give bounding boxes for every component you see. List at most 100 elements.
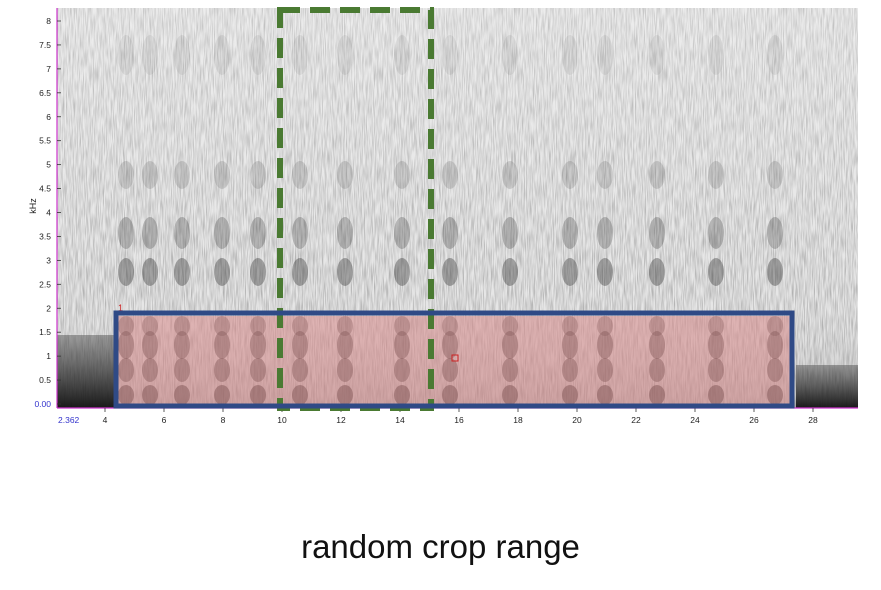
y-tick-label: 2.5 — [39, 279, 51, 289]
selection-handle[interactable] — [451, 354, 459, 362]
harmonic-blob — [174, 258, 190, 286]
harmonic-blob — [250, 161, 266, 189]
harmonic-blob — [442, 35, 458, 75]
harmonic-blob — [142, 161, 158, 189]
y-tick-label: 5.5 — [39, 136, 51, 146]
harmonic-blob — [597, 35, 613, 75]
y-tick-label: 3 — [46, 255, 51, 265]
harmonic-blob — [214, 258, 230, 286]
harmonic-blob — [562, 258, 578, 286]
y-tick-label: 0.00 — [34, 399, 51, 409]
harmonic-blob — [767, 217, 783, 249]
analysis-window-box — [277, 7, 434, 411]
y-tick-label: 2 — [46, 303, 51, 313]
y-tick-label: 6.5 — [39, 88, 51, 98]
harmonic-blob — [562, 161, 578, 189]
harmonic-blob — [337, 35, 353, 75]
harmonic-blob — [118, 217, 134, 249]
harmonic-blob — [442, 161, 458, 189]
harmonic-blob — [649, 258, 665, 286]
spectrogram-svg: 1 8 7.5 7 6.5 6 5.5 5 4.5 4 3.5 3 2.5 2 1.5 1 0.5 0.00 4… — [28, 7, 858, 425]
y-tick-label: 4 — [46, 208, 51, 218]
x-tick-label: 26 — [749, 415, 759, 425]
selection-highlight — [118, 316, 792, 404]
x-tick-label: 8 — [221, 415, 226, 425]
x-tick-label: 16 — [454, 415, 464, 425]
y-tick-label: 7.5 — [39, 40, 51, 50]
x-tick-label: 24 — [690, 415, 700, 425]
harmonic-blob — [337, 258, 353, 286]
harmonic-blob — [394, 161, 410, 189]
x-tick-label: 18 — [513, 415, 523, 425]
harmonic-blob — [250, 258, 266, 286]
x-tick-label: 14 — [395, 415, 405, 425]
harmonic-blob — [442, 258, 458, 286]
harmonic-blob — [214, 161, 230, 189]
x-axis-ticks: 4 6 8 10 12 14 16 18 20 22 24 26 28 — [103, 408, 818, 425]
x-tick-label: 22 — [631, 415, 641, 425]
harmonic-blob — [649, 217, 665, 249]
harmonic-blob — [767, 161, 783, 189]
harmonic-blob — [174, 161, 190, 189]
y-tick-label: 1.5 — [39, 327, 51, 337]
harmonic-blob — [502, 161, 518, 189]
low-frequency-noise-right — [796, 365, 858, 408]
harmonic-blob — [562, 35, 578, 75]
harmonic-blob — [337, 161, 353, 189]
harmonic-blob — [394, 35, 410, 75]
x-tick-label: 4 — [103, 415, 108, 425]
harmonic-blob — [118, 35, 134, 75]
y-tick-label: 7 — [46, 64, 51, 74]
harmonic-blob — [292, 35, 308, 75]
harmonic-blob — [174, 35, 190, 75]
x-tick-label: 20 — [572, 415, 582, 425]
low-frequency-noise-left — [57, 335, 114, 408]
harmonic-blob — [502, 217, 518, 249]
harmonic-blob — [337, 217, 353, 249]
harmonic-blob — [142, 258, 158, 286]
harmonic-blob — [214, 217, 230, 249]
y-tick-label: 0.5 — [39, 375, 51, 385]
x-tick-label: 12 — [336, 415, 346, 425]
y-tick-label: 3.5 — [39, 231, 51, 241]
harmonic-blob — [442, 217, 458, 249]
harmonic-blob — [214, 35, 230, 75]
harmonic-blob — [597, 161, 613, 189]
y-tick-label: 4.5 — [39, 184, 51, 194]
harmonic-blob — [502, 258, 518, 286]
harmonic-blob — [708, 217, 724, 249]
harmonic-blob — [767, 258, 783, 286]
harmonic-blob — [394, 217, 410, 249]
x-tick-label: 6 — [162, 415, 167, 425]
harmonic-blob — [292, 217, 308, 249]
harmonic-blob — [767, 35, 783, 75]
y-tick-label: 8 — [46, 16, 51, 26]
x-tick-label: 28 — [808, 415, 818, 425]
y-axis-label: kHz — [28, 198, 38, 214]
harmonic-blob — [118, 258, 134, 286]
harmonic-blob — [142, 217, 158, 249]
selection-marker: 1 — [118, 303, 123, 313]
harmonic-blob — [649, 161, 665, 189]
harmonic-blob — [250, 35, 266, 75]
y-tick-label: 5 — [46, 160, 51, 170]
y-tick-label: 1 — [46, 351, 51, 361]
crop-range-box — [113, 310, 795, 409]
harmonic-blob — [597, 258, 613, 286]
harmonic-blob — [708, 35, 724, 75]
harmonic-blob — [649, 35, 665, 75]
harmonic-blob — [708, 258, 724, 286]
y-axis-ticks: 8 7.5 7 6.5 6 5.5 5 4.5 4 3.5 3 2.5 2 1.5 1 0.5 0.00 — [34, 16, 61, 409]
harmonic-blob — [292, 258, 308, 286]
harmonic-blob — [250, 217, 266, 249]
harmonic-blob — [142, 35, 158, 75]
y-tick-label: 6 — [46, 112, 51, 122]
harmonic-blob — [562, 217, 578, 249]
caption: random crop range — [301, 528, 580, 565]
harmonic-blob — [292, 161, 308, 189]
harmonic-blob — [174, 217, 190, 249]
x-tick-label: 10 — [277, 415, 287, 425]
harmonic-blob — [597, 217, 613, 249]
spectrogram-figure: 1 8 7.5 7 6.5 6 5.5 5 4.5 4 3.5 3 2.5 2 1.5 1 0.5 0.00 4… — [28, 7, 858, 425]
x-start-label: 2.362 — [58, 415, 80, 425]
